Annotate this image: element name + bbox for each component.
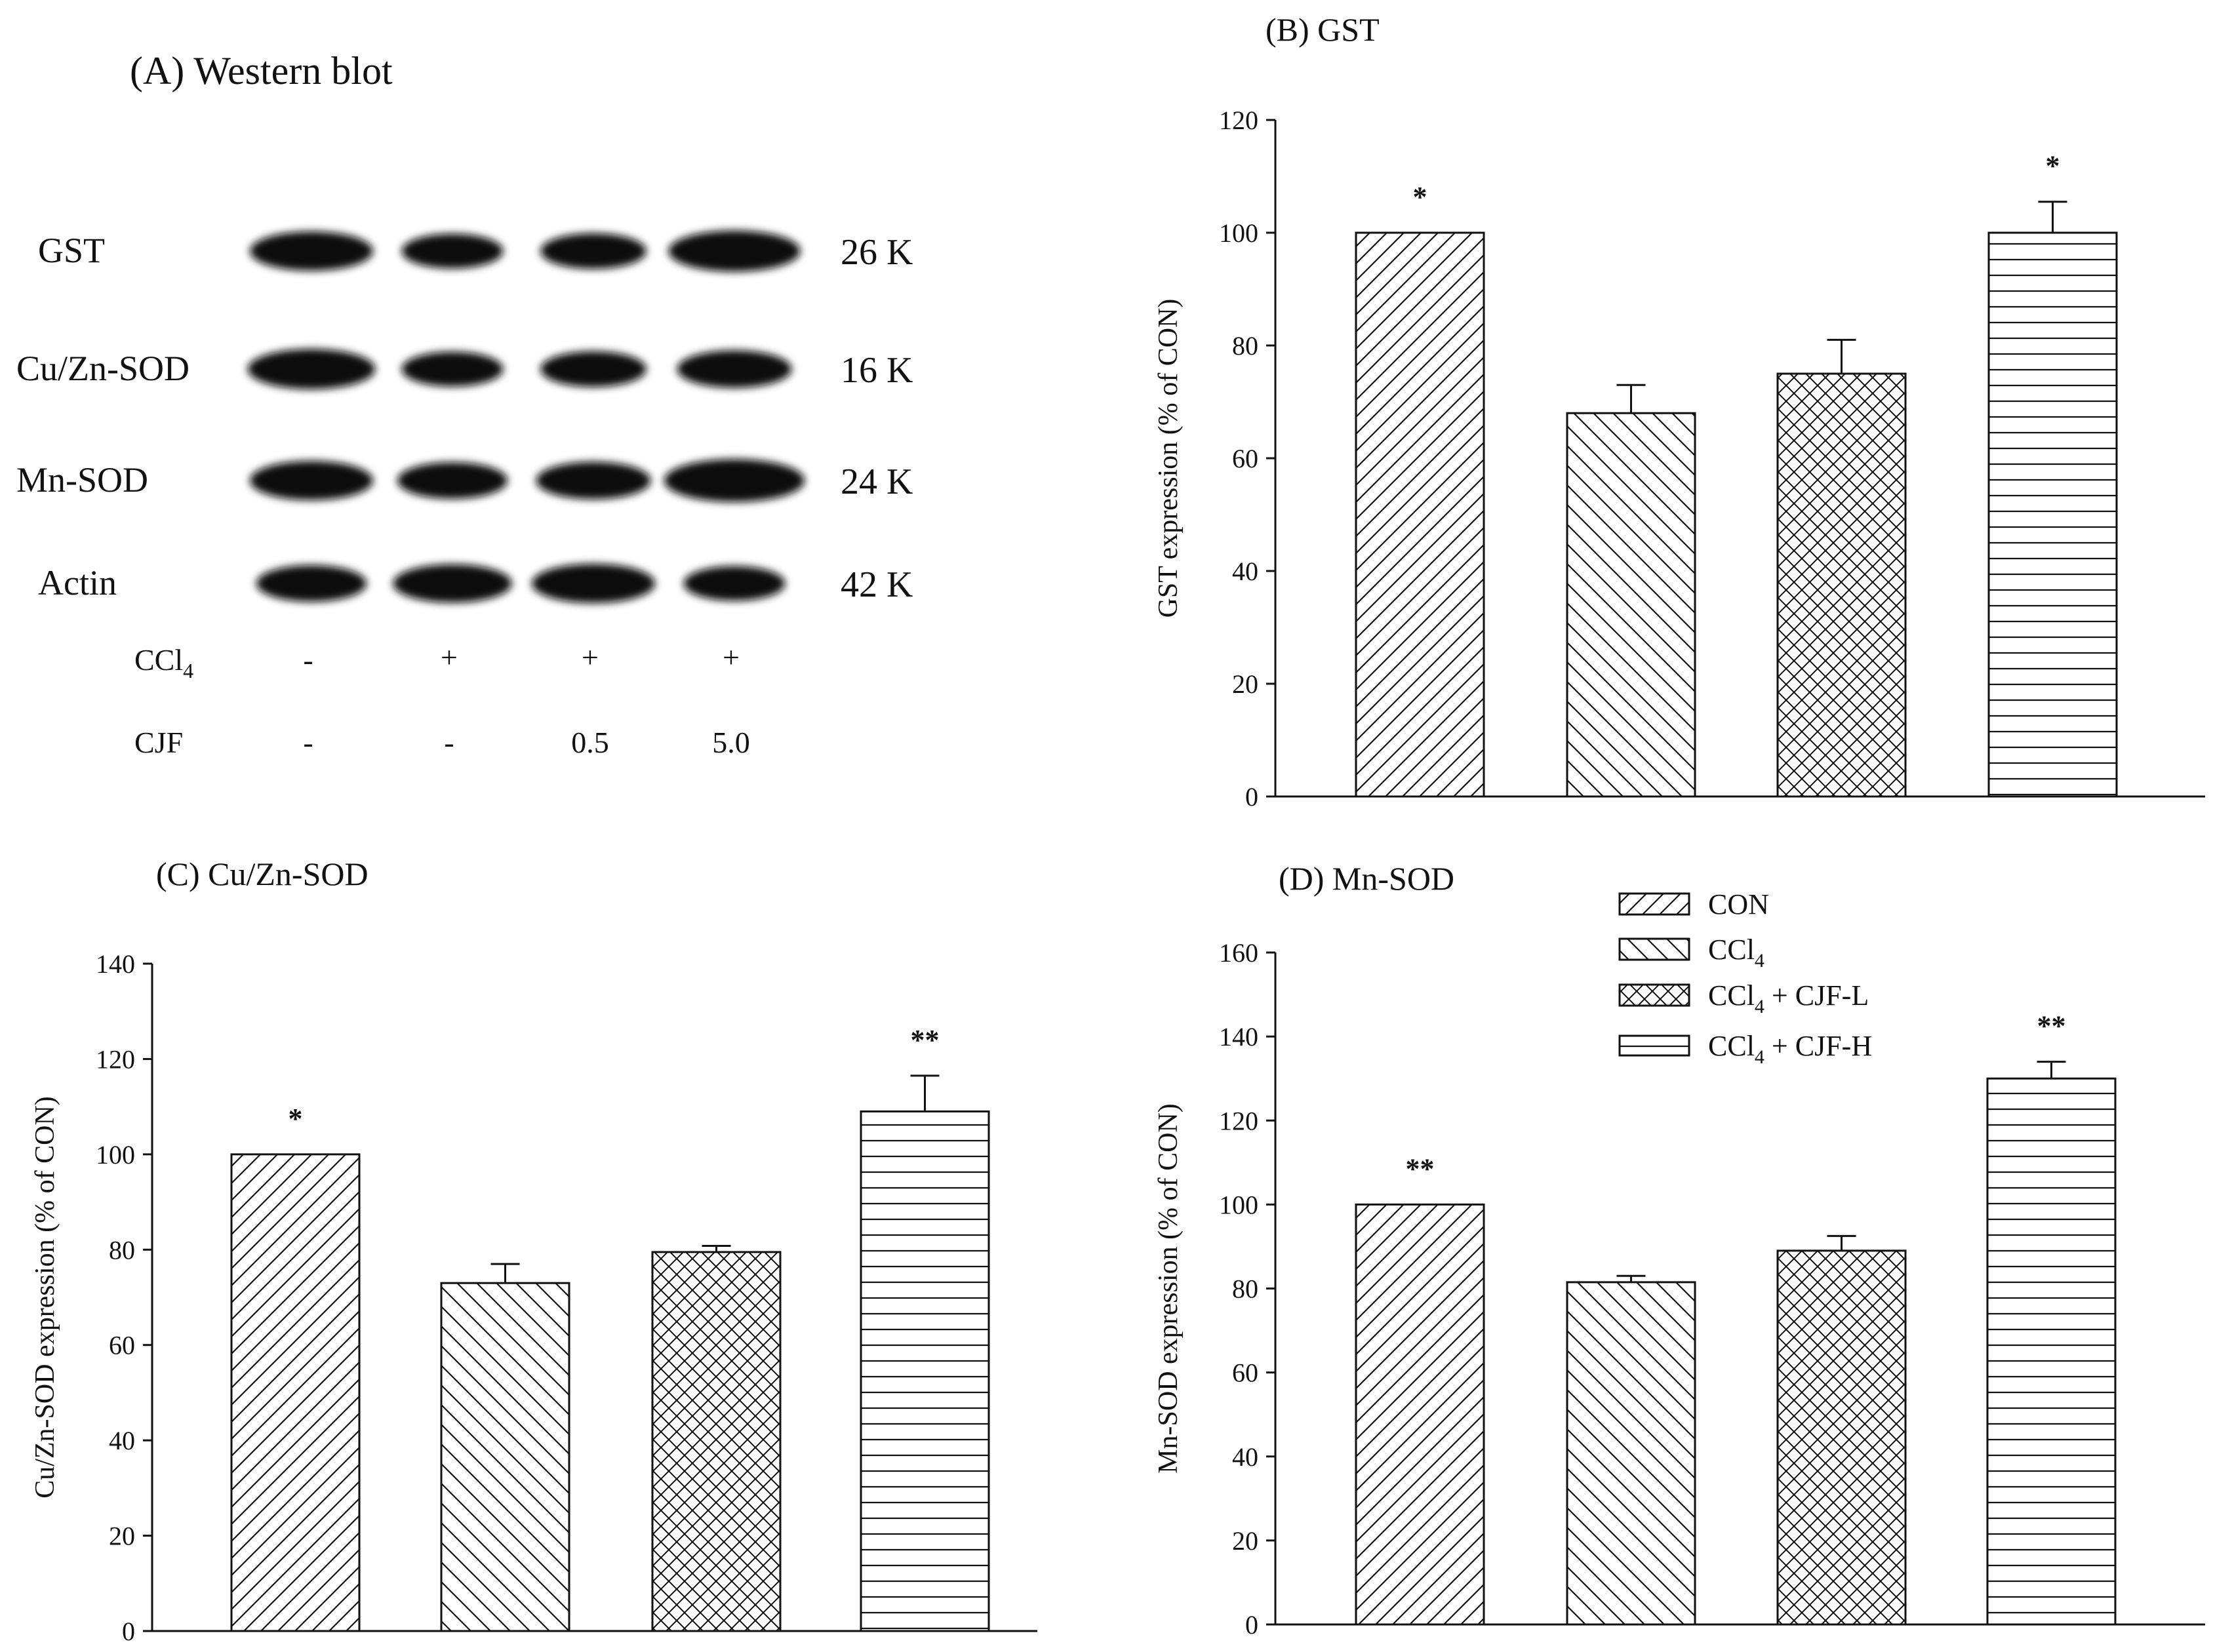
y-tick-label: 140	[96, 949, 135, 979]
y-tick-label: 80	[1232, 1274, 1258, 1304]
western-blot-title: (A) Western blot	[130, 49, 393, 92]
y-tick-label: 20	[1232, 1526, 1258, 1556]
blot-band	[677, 350, 792, 388]
significance-label: **	[911, 1024, 940, 1056]
legend-label: CCl4 + CJF-L	[1708, 979, 1869, 1017]
y-axis-label: Mn-SOD expression (% of CON)	[1153, 1103, 1184, 1474]
band-size-label: 24 K	[841, 462, 913, 502]
blot-band	[397, 462, 508, 499]
legend-swatch	[1618, 1034, 1690, 1057]
bar	[1566, 412, 1696, 798]
bar	[1987, 231, 2118, 798]
legend-swatch	[1618, 983, 1690, 1007]
treatment-value: 0.5	[571, 726, 609, 759]
chart-title: (C) Cu/Zn-SOD	[156, 856, 369, 892]
bar	[1566, 1281, 1696, 1626]
blot-band	[250, 231, 373, 271]
y-tick-label: 100	[96, 1140, 135, 1170]
y-tick-label: 0	[1245, 782, 1258, 812]
blot-band	[668, 230, 801, 272]
y-tick-label: 40	[1232, 1442, 1258, 1472]
blot-band	[250, 461, 373, 500]
bar	[1776, 372, 1907, 798]
y-tick-label: 160	[1219, 938, 1258, 968]
treatment-label: CJF	[134, 726, 183, 759]
y-tick-label: 20	[109, 1522, 135, 1551]
band-label: GST	[38, 231, 105, 270]
significance-label: **	[2037, 1010, 2066, 1042]
y-tick-label: 40	[109, 1426, 135, 1455]
bar	[1355, 1203, 1485, 1626]
blot-band	[540, 351, 647, 387]
band-label: Cu/Zn-SOD	[16, 349, 189, 388]
y-tick-label: 120	[1219, 1106, 1258, 1135]
bar	[860, 1110, 990, 1632]
blot-band	[247, 349, 376, 389]
significance-label: *	[2046, 150, 2060, 182]
treatment-value: -	[303, 643, 313, 677]
treatment-value: 5.0	[712, 726, 750, 759]
legend-label: CCl4 + CJF-H	[1708, 1030, 1872, 1068]
band-size-label: 26 K	[841, 232, 913, 273]
y-tick-label: 120	[96, 1044, 135, 1074]
y-tick-label: 120	[1219, 106, 1258, 135]
band-size-label: 42 K	[841, 564, 913, 605]
blot-band	[401, 351, 504, 387]
y-axis-label: GST expression (% of CON)	[1153, 299, 1184, 618]
chart-title: (D) Mn-SOD	[1279, 860, 1454, 897]
bar	[230, 1153, 361, 1632]
blot-band	[393, 564, 512, 603]
y-tick-label: 0	[1245, 1610, 1258, 1640]
significance-label: **	[1406, 1152, 1435, 1185]
y-tick-label: 60	[1232, 444, 1258, 473]
legend-label: CCl4	[1708, 934, 1764, 972]
band-size-label: 16 K	[841, 350, 913, 391]
y-tick-label: 40	[1232, 557, 1258, 586]
y-tick-label: 100	[1219, 1190, 1258, 1219]
treatment-value: +	[441, 640, 458, 674]
legend-swatch	[1618, 937, 1690, 961]
treatment-value: -	[303, 726, 313, 759]
significance-label: *	[1413, 181, 1427, 213]
y-tick-label: 140	[1219, 1022, 1258, 1052]
bar	[651, 1251, 782, 1632]
bar	[440, 1282, 570, 1632]
blot-band	[683, 566, 786, 601]
blot-band	[401, 233, 504, 269]
y-tick-label: 100	[1219, 218, 1258, 248]
legend-swatch	[1618, 892, 1690, 916]
y-tick-label: 80	[1232, 331, 1258, 361]
bar	[1355, 231, 1485, 798]
blot-band	[664, 459, 805, 502]
bar	[1776, 1249, 1907, 1626]
chart-legend: CON CCl4 CCl4 + CJF-L CCl4 + CJF-H	[1618, 888, 1872, 1068]
treatment-value: -	[444, 726, 454, 759]
y-tick-label: 60	[1232, 1358, 1258, 1388]
bar	[1986, 1077, 2117, 1626]
y-tick-label: 20	[1232, 669, 1258, 699]
cuzn-sod-chart: (C) Cu/Zn-SOD 0 20 40 60 80 100 120 140 Cu/Zn-SO…	[30, 856, 1037, 1646]
band-label: Actin	[38, 563, 117, 602]
western-blot-panel: (A) Western blot GST 26 K Cu/Zn-SOD 16 K Mn-…	[16, 49, 913, 759]
treatment-value: +	[723, 640, 740, 674]
blot-band	[256, 565, 367, 602]
y-tick-label: 80	[109, 1235, 135, 1265]
treatment-value: +	[582, 640, 599, 674]
y-tick-label: 60	[109, 1331, 135, 1360]
treatment-label: CCl4	[134, 643, 193, 682]
blot-band	[540, 233, 647, 269]
y-tick-label: 0	[122, 1617, 135, 1646]
blot-band	[536, 462, 651, 500]
band-label: Mn-SOD	[16, 460, 148, 500]
y-axis-label: Cu/Zn-SOD expression (% of CON)	[30, 1096, 60, 1499]
legend-label: CON	[1708, 888, 1769, 920]
blot-band	[532, 564, 655, 603]
mn-sod-chart: (D) Mn-SOD 0 20 40 60 80 100 120 140 160 Mn-SOD e…	[1153, 860, 2205, 1640]
gst-chart: (B) GST 0 20 40 60 80 100 120 GST expression (%…	[1153, 11, 2205, 812]
chart-title: (B) GST	[1266, 11, 1380, 48]
significance-label: *	[289, 1103, 303, 1135]
